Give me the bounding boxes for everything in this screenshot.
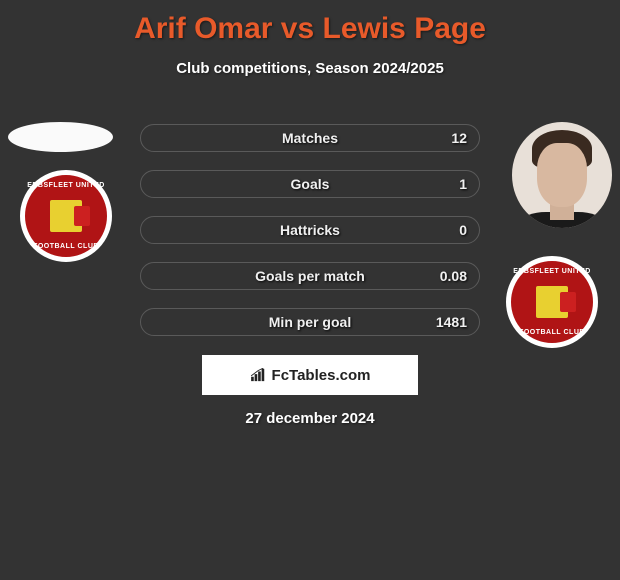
stat-value-right: 1 [459, 176, 467, 192]
stat-label: Goals per match [255, 268, 365, 284]
chart-icon [250, 368, 268, 382]
stat-value-right: 1481 [436, 314, 467, 330]
branding-text: FcTables.com [272, 367, 371, 384]
badge-text-bottom: FOOTBALL CLUB [25, 243, 107, 250]
badge-text-bottom: FOOTBALL CLUB [511, 329, 593, 336]
player-left-avatar [8, 122, 113, 152]
stat-label: Matches [282, 130, 338, 146]
player-right-avatar [512, 122, 612, 228]
date-text: 27 december 2024 [0, 410, 620, 427]
stat-value-right: 12 [451, 130, 467, 146]
team-badge-left: EBBSFLEET UNITED FOOTBALL CLUB [20, 170, 112, 262]
stat-row: Hattricks 0 [140, 216, 480, 244]
stat-row: Min per goal 1481 [140, 308, 480, 336]
stat-value-right: 0.08 [440, 268, 467, 284]
stats-table: Matches 12 Goals 1 Hattricks 0 Goals per… [140, 124, 480, 354]
badge-text-top: EBBSFLEET UNITED [511, 268, 593, 275]
page-subtitle: Club competitions, Season 2024/2025 [0, 60, 620, 77]
stat-row: Matches 12 [140, 124, 480, 152]
stat-label: Hattricks [280, 222, 340, 238]
stat-label: Goals [291, 176, 330, 192]
branding-banner: FcTables.com [202, 355, 418, 395]
stat-value-right: 0 [459, 222, 467, 238]
badge-text-top: EBBSFLEET UNITED [25, 182, 107, 189]
stat-row: Goals 1 [140, 170, 480, 198]
team-badge-right: EBBSFLEET UNITED FOOTBALL CLUB [506, 256, 598, 348]
page-title: Arif Omar vs Lewis Page [0, 0, 620, 46]
stat-row: Goals per match 0.08 [140, 262, 480, 290]
stat-label: Min per goal [269, 314, 351, 330]
